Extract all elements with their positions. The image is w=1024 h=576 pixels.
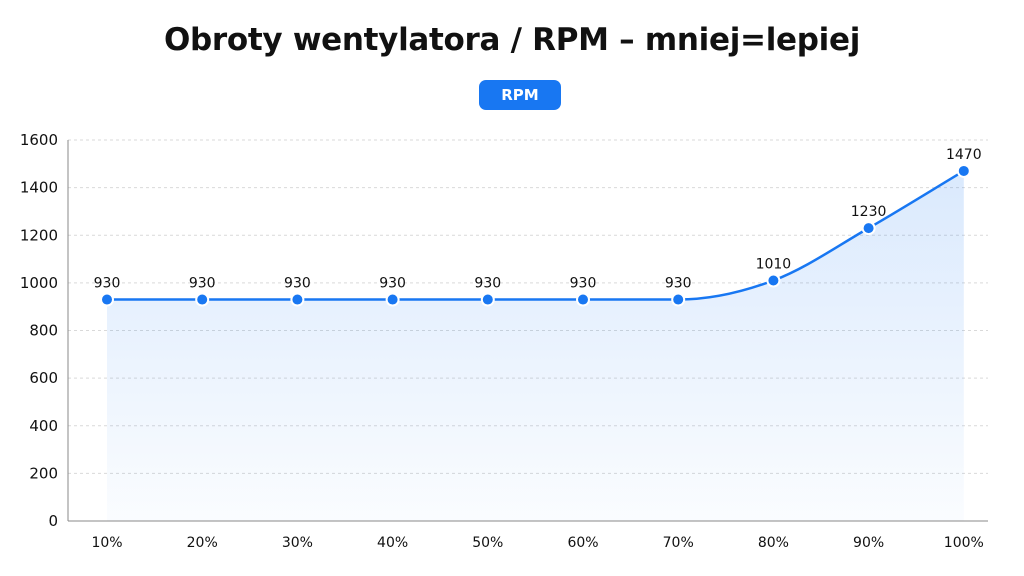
x-tick-label: 60% xyxy=(567,535,598,551)
x-tick-label: 90% xyxy=(853,535,884,551)
data-label: 930 xyxy=(570,276,597,292)
y-axis-ticks: 0 200 400 600 800 1000 1200 1400 1600 xyxy=(20,131,58,530)
y-tick-label: 200 xyxy=(29,464,58,482)
y-tick-label: 1000 xyxy=(20,274,58,292)
data-point-100pct[interactable] xyxy=(956,163,971,178)
data-point-60pct[interactable] xyxy=(576,292,590,307)
y-tick-label: 400 xyxy=(29,417,58,435)
y-tick-label: 800 xyxy=(29,322,58,340)
data-point-40pct[interactable] xyxy=(385,292,400,307)
y-tick-label: 1600 xyxy=(20,131,58,149)
data-point-90pct[interactable] xyxy=(861,221,876,236)
x-tick-label: 40% xyxy=(377,535,408,551)
data-point-80pct[interactable] xyxy=(766,273,781,288)
data-points xyxy=(100,163,971,307)
x-tick-label: 80% xyxy=(758,535,789,551)
data-label: 930 xyxy=(94,276,121,292)
data-label: 1010 xyxy=(756,256,792,272)
y-tick-label: 1400 xyxy=(20,179,58,197)
x-tick-label: 10% xyxy=(91,535,122,551)
area-fill xyxy=(107,170,964,522)
data-point-50pct[interactable] xyxy=(480,292,495,307)
x-tick-label: 30% xyxy=(282,535,313,551)
x-tick-label: 100% xyxy=(944,535,984,551)
series-line-rpm xyxy=(107,169,965,301)
y-tick-label: 600 xyxy=(29,369,58,387)
x-axis-ticks: 10% 20% 30% 40% 50% 60% 70% 80% 90% 100% xyxy=(91,535,983,551)
data-labels: 930 930 930 930 930 930 930 1010 1230 1470 xyxy=(94,147,982,292)
data-label: 930 xyxy=(474,276,501,292)
chart-title: Obroty wentylatora / RPM – mniej=lepiej xyxy=(163,22,861,58)
x-tick-label: 20% xyxy=(187,535,218,551)
data-label: 930 xyxy=(379,276,406,292)
legend-rpm[interactable]: RPM xyxy=(479,80,561,110)
x-tick-label: 70% xyxy=(663,535,694,551)
x-tick-label: 50% xyxy=(472,535,503,551)
data-label: 930 xyxy=(189,276,216,292)
data-label: 1230 xyxy=(851,204,887,220)
y-tick-label: 1200 xyxy=(20,226,58,244)
data-point-20pct[interactable] xyxy=(195,292,210,307)
data-label: 930 xyxy=(284,276,311,292)
data-label: 1470 xyxy=(946,147,982,163)
axes xyxy=(67,140,988,522)
y-tick-label: 0 xyxy=(48,512,58,530)
data-point-10pct[interactable] xyxy=(100,292,114,307)
data-label: 930 xyxy=(665,276,692,292)
data-point-70pct[interactable] xyxy=(671,292,686,307)
data-point-30pct[interactable] xyxy=(290,292,305,307)
